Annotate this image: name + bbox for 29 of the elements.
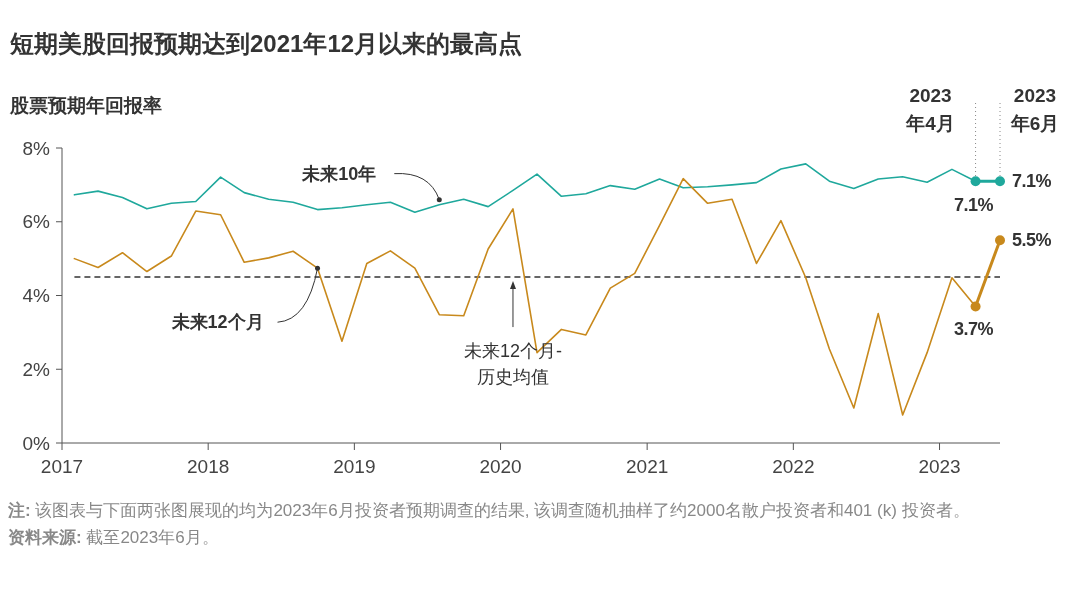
x-tick-label: 2020 bbox=[479, 456, 522, 477]
annotation: 未来12个月 bbox=[170, 312, 264, 333]
x-tick-label: 2018 bbox=[187, 456, 230, 477]
data-label: 7.1% bbox=[954, 195, 994, 216]
x-tick-label: 2022 bbox=[772, 456, 815, 477]
point bbox=[970, 301, 981, 312]
y-tick-label: 4% bbox=[22, 285, 51, 307]
ref-line-label: 2023 年6月 bbox=[1009, 85, 1060, 134]
annotation: 未来10年 bbox=[301, 163, 377, 184]
annotation: 未来12个月- 历史均值 bbox=[463, 341, 562, 388]
ref-line-label: 2023 年4月 bbox=[905, 85, 955, 134]
y-tick-label: 6% bbox=[22, 211, 51, 233]
y-tick-label: 0% bbox=[22, 432, 51, 454]
text: 资料来源: 截至2023年6月。 bbox=[8, 527, 220, 549]
point bbox=[970, 176, 981, 187]
point bbox=[995, 235, 1005, 246]
y-tick-label: 8% bbox=[22, 137, 51, 159]
data-label: 7.1% bbox=[1012, 171, 1052, 192]
x-tick-label: 2019 bbox=[333, 456, 376, 477]
chart-title: 短期美股回报预期达到2021年12月以来的最高点 bbox=[9, 30, 523, 57]
x-tick-label: 2017 bbox=[40, 456, 84, 477]
point bbox=[995, 176, 1005, 187]
x-tick-label: 2023 bbox=[918, 456, 961, 477]
y-axis-title: 股票预期年回报率 bbox=[9, 95, 162, 116]
text: 注: 该图表与下面两张图展现的均为2023年6月投资者预期调查的结果, 该调查随机抽样了约2000名散户投资者和401 (k) 投资者。 bbox=[8, 500, 971, 522]
y-tick-label: 2% bbox=[22, 358, 51, 380]
x-tick-label: 2021 bbox=[626, 456, 669, 477]
data-label: 3.7% bbox=[954, 318, 994, 339]
data-label: 5.5% bbox=[1012, 230, 1052, 251]
